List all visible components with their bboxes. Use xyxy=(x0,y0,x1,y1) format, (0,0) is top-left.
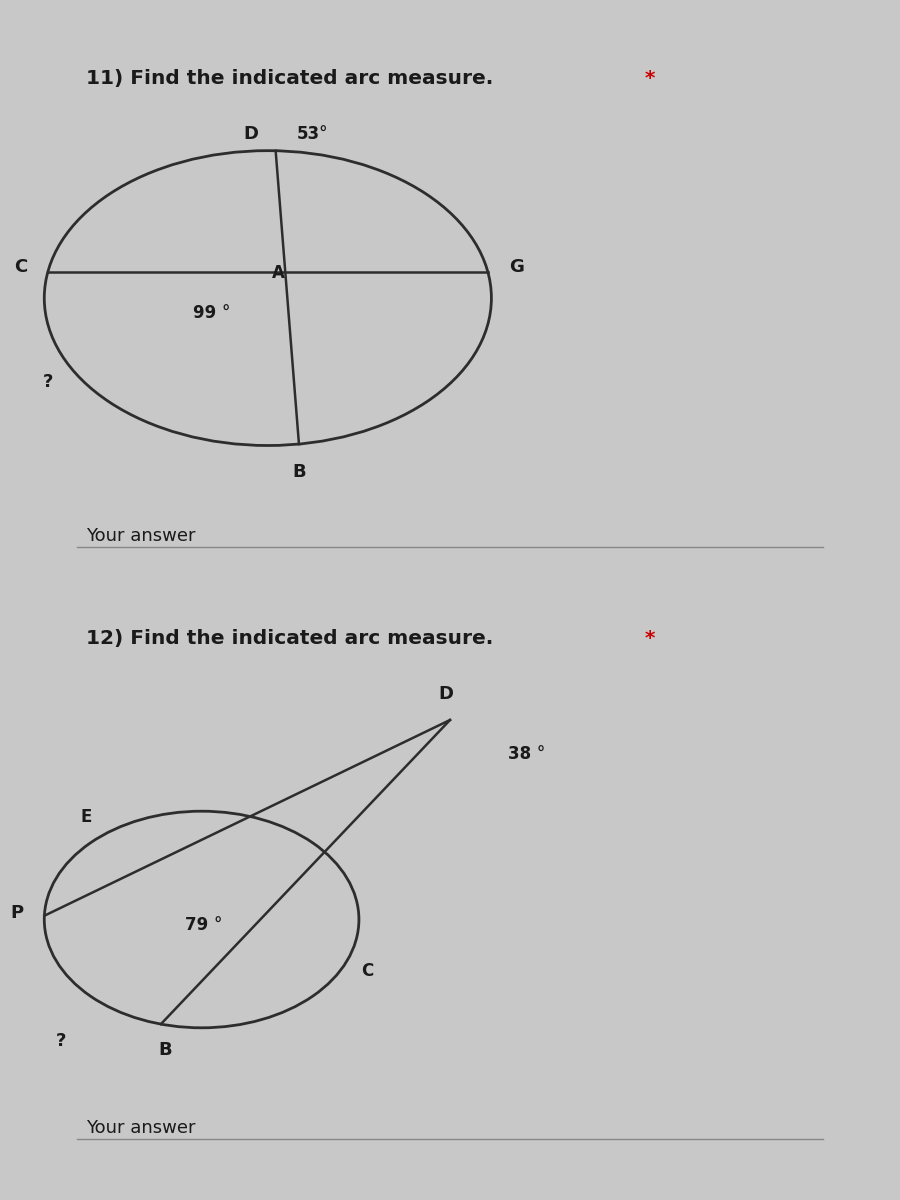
Text: ?: ? xyxy=(56,1032,66,1050)
Text: A: A xyxy=(272,264,285,282)
Text: *: * xyxy=(644,629,655,648)
Text: C: C xyxy=(14,258,27,276)
Text: D: D xyxy=(438,685,454,703)
Text: B: B xyxy=(158,1042,172,1060)
Text: D: D xyxy=(243,125,258,143)
Text: 79 °: 79 ° xyxy=(185,917,222,934)
Text: G: G xyxy=(508,258,524,276)
Text: P: P xyxy=(11,904,23,922)
Text: ?: ? xyxy=(42,373,53,391)
Text: 12) Find the indicated arc measure.: 12) Find the indicated arc measure. xyxy=(86,629,493,648)
Text: 11) Find the indicated arc measure.: 11) Find the indicated arc measure. xyxy=(86,68,493,88)
Text: *: * xyxy=(644,68,655,88)
Text: 38 °: 38 ° xyxy=(508,745,545,763)
Text: C: C xyxy=(361,962,373,980)
Text: 53°: 53° xyxy=(296,125,328,143)
Text: B: B xyxy=(292,463,306,481)
Text: 99 °: 99 ° xyxy=(194,304,230,322)
Text: Your answer: Your answer xyxy=(86,1118,195,1138)
Text: E: E xyxy=(81,808,93,826)
Text: Your answer: Your answer xyxy=(86,527,195,545)
